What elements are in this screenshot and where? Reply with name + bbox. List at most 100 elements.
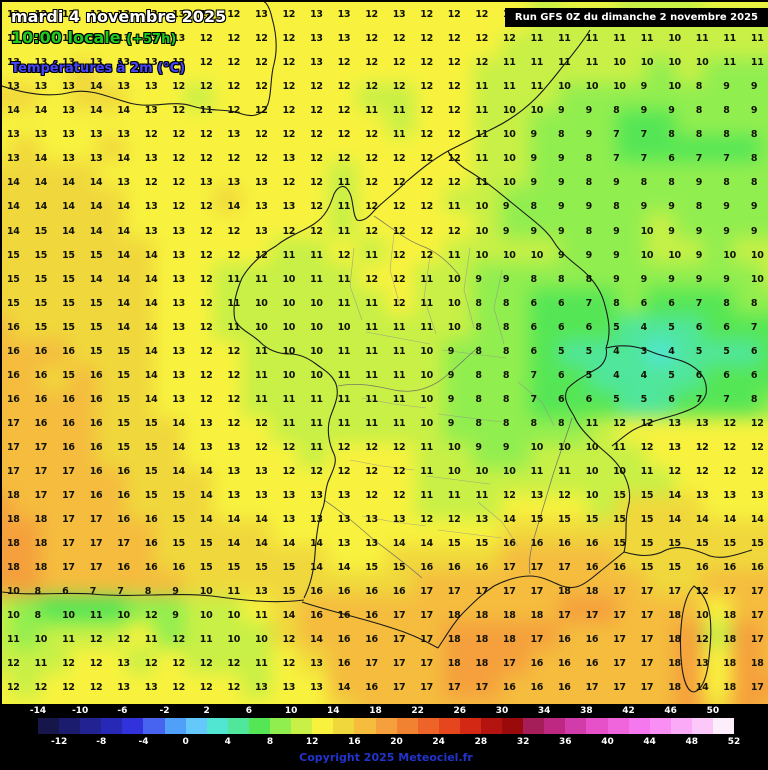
temp-value: 10 xyxy=(750,249,764,261)
temp-cell xyxy=(328,161,359,188)
temp-cell xyxy=(241,442,272,470)
temp-value: 9 xyxy=(640,105,648,117)
temp-cell xyxy=(559,391,589,418)
temp-value: 11 xyxy=(750,57,764,69)
temp-cell xyxy=(414,186,445,214)
temp-cell xyxy=(732,544,763,572)
temp-value: 17 xyxy=(668,586,681,598)
temp-value: 11 xyxy=(420,441,433,453)
temp-cell xyxy=(386,672,416,700)
temp-value: 8 xyxy=(558,273,565,285)
temp-cell xyxy=(588,289,618,316)
temp-value: 14 xyxy=(310,562,323,574)
temp-value: 15 xyxy=(723,538,736,550)
temp-cell xyxy=(414,109,445,137)
temp-cell xyxy=(645,365,676,393)
temp-cell xyxy=(472,237,503,265)
legend-label: -6 xyxy=(117,706,128,716)
temp-value: 9 xyxy=(613,177,620,189)
temp-cell xyxy=(674,365,705,393)
temp-value: 6 xyxy=(723,321,730,333)
temp-value: 11 xyxy=(255,369,268,381)
temp-cell xyxy=(10,186,41,214)
temp-value: 12 xyxy=(750,441,764,453)
temp-cell xyxy=(674,468,705,495)
temp-value: 4 xyxy=(613,369,620,381)
temp-cell xyxy=(501,621,532,649)
legend-label: -2 xyxy=(159,706,170,716)
temp-value: 14 xyxy=(668,514,681,525)
temp-cell xyxy=(241,289,272,316)
temp-value: 9 xyxy=(502,441,510,453)
temp-cell xyxy=(530,2,561,9)
temp-cell xyxy=(386,2,416,9)
temp-cell xyxy=(472,109,503,137)
temp-cell xyxy=(97,58,128,86)
temp-cell xyxy=(39,58,70,86)
temp-cell xyxy=(472,647,503,674)
temp-cell xyxy=(10,391,41,418)
temp-value: 10 xyxy=(310,369,323,381)
temp-cell xyxy=(155,442,185,470)
temp-cell xyxy=(703,237,734,265)
temp-value: 17 xyxy=(530,562,544,574)
temp-cell xyxy=(299,493,330,521)
temp-value: 16 xyxy=(89,465,103,477)
temp-value: 13 xyxy=(62,153,75,165)
temp-value: 18 xyxy=(475,658,489,670)
temp-cell xyxy=(414,58,445,86)
temp-cell xyxy=(68,289,99,316)
temp-value: 12 xyxy=(365,177,378,189)
temp-value: 15 xyxy=(117,345,130,357)
temp-cell xyxy=(270,263,301,290)
legend-label: 0 xyxy=(182,737,189,747)
temp-cell xyxy=(761,596,768,623)
temp-value: 15 xyxy=(199,538,213,550)
temp-cell xyxy=(328,596,359,623)
temp-cell xyxy=(414,314,445,342)
temp-value: 8 xyxy=(613,105,620,117)
temp-value: 12 xyxy=(199,345,213,357)
temp-value: 16 xyxy=(695,562,709,574)
temp-value: 18 xyxy=(750,658,764,670)
temp-cell xyxy=(39,186,70,214)
temp-cell xyxy=(443,544,474,572)
temp-value: 13 xyxy=(172,273,185,285)
temp-cell xyxy=(68,442,99,470)
temp-value: 14 xyxy=(172,417,185,429)
temp-value: 10 xyxy=(282,369,296,381)
temp-cell xyxy=(68,33,99,60)
temp-cell xyxy=(414,417,445,444)
temp-cell xyxy=(126,237,157,265)
temp-cell xyxy=(761,519,768,546)
temp-cell xyxy=(68,263,99,290)
temp-value: 12 xyxy=(227,57,241,69)
temp-cell xyxy=(674,263,705,290)
temperature-legend: -14 -10 -6 -2 2 6 10 14 18 22 26 30 34 38 42 46 50 -12 -8… xyxy=(2,704,768,770)
temp-cell xyxy=(530,289,561,316)
temp-cell xyxy=(10,289,41,316)
legend-label: -12 xyxy=(50,737,68,747)
temp-value: 15 xyxy=(392,562,406,574)
temp-cell xyxy=(472,58,503,86)
temp-value: 9 xyxy=(640,201,648,213)
temp-value: 13 xyxy=(310,9,323,20)
temp-value: 6 xyxy=(62,586,69,598)
temp-cell xyxy=(530,109,561,137)
temp-value: 14 xyxy=(62,177,75,189)
temp-value: 12 xyxy=(89,658,103,670)
temp-value: 10 xyxy=(420,417,433,429)
temp-cell xyxy=(501,33,532,60)
temp-value: 12 xyxy=(7,682,20,694)
temp-value: 12 xyxy=(227,345,241,357)
temp-value: 15 xyxy=(62,249,75,261)
temp-cell xyxy=(241,544,272,572)
temp-cell xyxy=(328,417,359,444)
temp-value: 14 xyxy=(89,225,103,237)
temp-value: 5 xyxy=(695,345,703,357)
temp-cell xyxy=(39,442,70,470)
temp-value: 10 xyxy=(475,201,489,213)
temp-cell xyxy=(2,161,12,188)
temp-cell xyxy=(386,263,416,290)
temp-cell xyxy=(674,519,705,546)
